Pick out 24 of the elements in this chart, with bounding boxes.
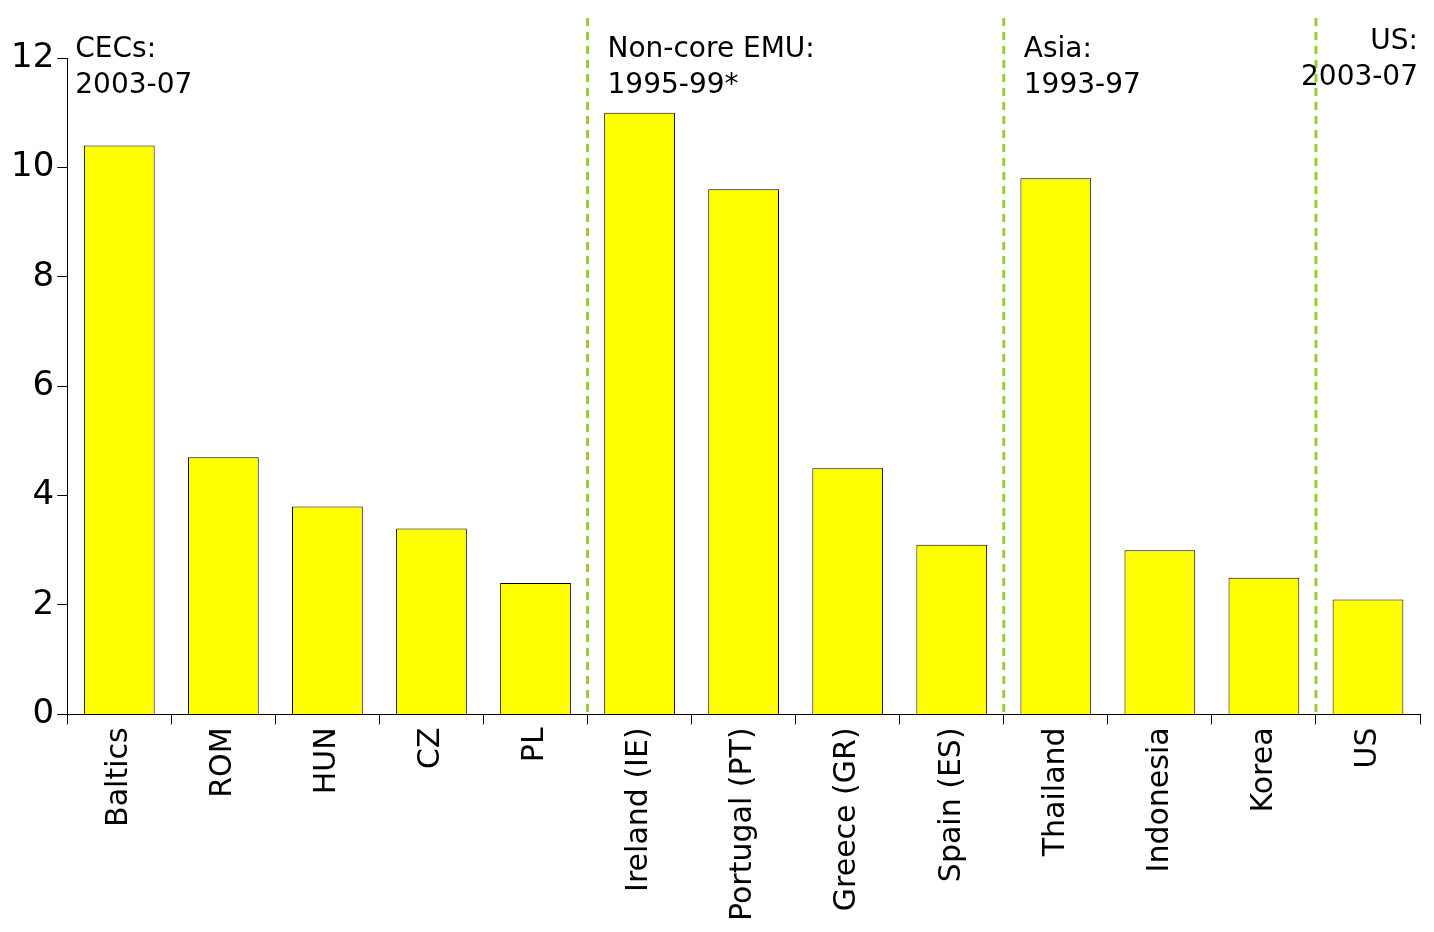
x-tick-label: ROM bbox=[203, 727, 239, 798]
annotation: US: 2003-07 bbox=[1301, 23, 1418, 93]
y-tick-label: 6 bbox=[32, 363, 55, 404]
y-tick-label: 12 bbox=[11, 34, 55, 75]
y-tick-label: 4 bbox=[32, 472, 55, 513]
y-tick-label: 0 bbox=[32, 691, 55, 732]
x-tick-label: Korea bbox=[1243, 727, 1279, 813]
x-tick-label: PL bbox=[515, 727, 551, 763]
x-tick-label: HUN bbox=[307, 727, 343, 795]
x-tick-label: Thailand bbox=[1035, 727, 1071, 858]
x-tick-label: Baltics bbox=[99, 727, 135, 827]
annotation: CECs: 2003-07 bbox=[75, 31, 193, 101]
annotation: Non-core EMU: 1995-99* bbox=[607, 31, 815, 101]
x-tick-label: US bbox=[1347, 727, 1383, 769]
annotation: Asia: 1993-97 bbox=[1023, 31, 1141, 101]
y-tick-label: 2 bbox=[32, 581, 55, 622]
x-tick-label: Greece (GR) bbox=[827, 727, 863, 912]
x-tick-label: Indonesia bbox=[1139, 727, 1175, 873]
y-tick-label: 10 bbox=[11, 144, 55, 185]
x-tick-label: CZ bbox=[411, 727, 447, 769]
x-tick-label: Spain (ES) bbox=[931, 727, 967, 883]
x-tick-label: Portugal (PT) bbox=[723, 727, 759, 921]
x-tick-label: Ireland (IE) bbox=[619, 727, 655, 892]
y-tick-label: 8 bbox=[32, 253, 55, 294]
